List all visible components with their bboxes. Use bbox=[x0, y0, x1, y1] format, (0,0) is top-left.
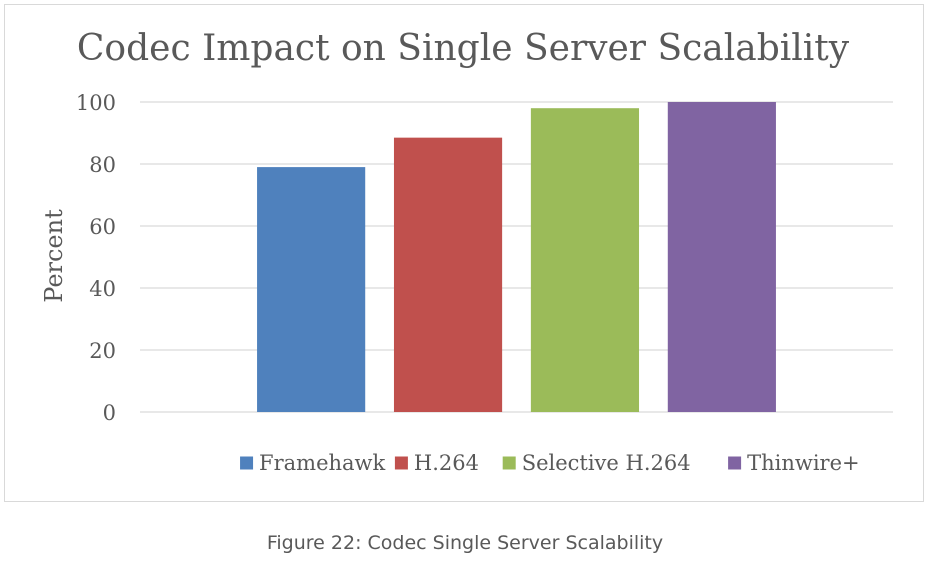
bar-chart: Codec Impact on Single Server Scalabilit… bbox=[40, 28, 893, 475]
legend-item: Selective H.264 bbox=[502, 451, 691, 475]
legend: Framehawk H.264 Selective H.264 Thinwire+ bbox=[240, 451, 860, 475]
bar-h-264 bbox=[393, 137, 503, 412]
legend-swatch bbox=[728, 456, 742, 470]
y-tick-label: 40 bbox=[89, 277, 116, 301]
legend-swatch bbox=[240, 456, 254, 470]
legend-item: Framehawk bbox=[240, 451, 386, 475]
legend-label: H.264 bbox=[414, 451, 479, 475]
legend-swatch bbox=[502, 456, 516, 470]
y-axis-ticks: 0 20 40 60 80 100 bbox=[76, 91, 116, 425]
bar-framehawk bbox=[257, 167, 366, 412]
bar-selective-h-264 bbox=[530, 108, 640, 412]
bars bbox=[257, 102, 776, 412]
chart-title: Codec Impact on Single Server Scalabilit… bbox=[77, 28, 850, 69]
figure-caption: Figure 22: Codec Single Server Scalabili… bbox=[266, 532, 664, 554]
legend-item: Thinwire+ bbox=[728, 451, 860, 475]
y-tick-label: 20 bbox=[89, 339, 116, 363]
legend-item: H.264 bbox=[394, 451, 479, 475]
gridlines bbox=[140, 101, 893, 413]
legend-label: Thinwire+ bbox=[747, 451, 860, 475]
legend-label: Framehawk bbox=[259, 451, 385, 475]
y-axis-label: Percent bbox=[40, 209, 68, 303]
legend-label: Selective H.264 bbox=[522, 451, 691, 475]
legend-swatch bbox=[394, 456, 408, 470]
bar-thinwire bbox=[667, 102, 776, 412]
y-tick-label: 0 bbox=[103, 401, 116, 425]
y-tick-label: 80 bbox=[89, 153, 116, 177]
y-tick-label: 100 bbox=[76, 91, 116, 115]
y-tick-label: 60 bbox=[89, 215, 116, 239]
